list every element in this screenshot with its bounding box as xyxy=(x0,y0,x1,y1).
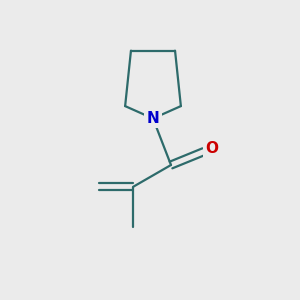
Text: N: N xyxy=(147,111,159,126)
Text: O: O xyxy=(205,141,218,156)
